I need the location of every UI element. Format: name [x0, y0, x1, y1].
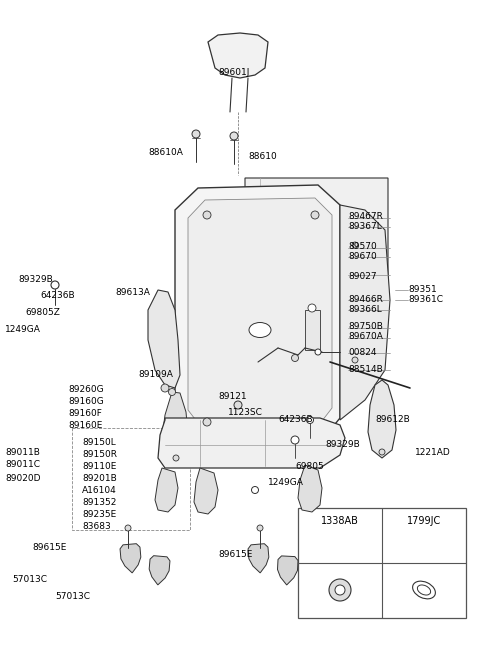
Text: 89011C: 89011C — [5, 460, 40, 469]
Text: 83683: 83683 — [82, 522, 111, 531]
Text: 1799JC: 1799JC — [407, 516, 441, 526]
Polygon shape — [158, 418, 345, 468]
Bar — [72, 428, 190, 530]
Circle shape — [329, 579, 351, 601]
Text: 57013C: 57013C — [12, 575, 47, 584]
Text: 89615E: 89615E — [218, 550, 252, 559]
Polygon shape — [277, 556, 298, 585]
Circle shape — [311, 211, 319, 219]
Polygon shape — [194, 468, 218, 514]
Polygon shape — [149, 556, 170, 585]
Circle shape — [308, 304, 316, 312]
Circle shape — [51, 281, 59, 289]
Text: 57013C: 57013C — [55, 592, 90, 601]
Circle shape — [192, 130, 200, 138]
Bar — [298, 508, 466, 618]
Text: 89361C: 89361C — [408, 295, 443, 304]
Circle shape — [230, 132, 238, 140]
Text: 89160E: 89160E — [68, 421, 102, 430]
Text: 1338AB: 1338AB — [321, 516, 359, 526]
Ellipse shape — [418, 585, 431, 595]
Polygon shape — [305, 310, 320, 350]
Text: 89615E: 89615E — [32, 543, 66, 552]
Circle shape — [234, 401, 242, 409]
Text: 89235E: 89235E — [82, 510, 116, 519]
Ellipse shape — [413, 581, 435, 599]
Circle shape — [257, 525, 263, 531]
Polygon shape — [340, 205, 390, 420]
Text: 64236B: 64236B — [278, 415, 312, 424]
Text: 89020D: 89020D — [5, 474, 40, 483]
Text: 89160G: 89160G — [68, 397, 104, 406]
Text: A16104: A16104 — [82, 486, 117, 495]
Polygon shape — [245, 178, 388, 320]
Text: 89329B: 89329B — [325, 440, 360, 449]
Text: 891352: 891352 — [82, 498, 116, 507]
Polygon shape — [120, 544, 141, 573]
Polygon shape — [162, 392, 188, 462]
Text: 88610: 88610 — [248, 152, 277, 161]
Circle shape — [307, 417, 313, 424]
Circle shape — [161, 384, 169, 392]
Polygon shape — [208, 33, 268, 78]
Circle shape — [173, 455, 179, 461]
Circle shape — [291, 436, 299, 444]
Text: 64236B: 64236B — [40, 291, 74, 300]
Text: 89150L: 89150L — [82, 438, 116, 447]
Text: 69805: 69805 — [295, 462, 324, 471]
Circle shape — [168, 388, 176, 396]
Text: 89121: 89121 — [218, 392, 247, 401]
Circle shape — [291, 354, 299, 361]
Text: 89601J: 89601J — [218, 68, 250, 77]
Text: 89670: 89670 — [348, 252, 377, 261]
Text: 89110E: 89110E — [82, 462, 116, 471]
Circle shape — [252, 487, 259, 493]
Text: 88610A: 88610A — [148, 148, 183, 157]
Text: 89366L: 89366L — [348, 305, 382, 314]
Ellipse shape — [249, 323, 271, 337]
Text: 89613A: 89613A — [115, 288, 150, 297]
Text: 89201B: 89201B — [82, 474, 117, 483]
Circle shape — [335, 585, 345, 595]
Circle shape — [203, 211, 211, 219]
Text: 89027: 89027 — [348, 272, 377, 281]
Circle shape — [203, 418, 211, 426]
Text: 00824: 00824 — [348, 348, 376, 357]
Polygon shape — [175, 185, 340, 448]
Circle shape — [125, 525, 131, 531]
Polygon shape — [248, 544, 269, 573]
Circle shape — [352, 242, 358, 248]
Text: 89329B: 89329B — [18, 275, 53, 284]
Text: 1249GA: 1249GA — [5, 325, 41, 334]
Polygon shape — [368, 380, 396, 458]
Text: 89367L: 89367L — [348, 222, 382, 231]
Text: 1221AD: 1221AD — [415, 448, 451, 457]
Text: 89109A: 89109A — [138, 370, 173, 379]
Text: 89467R: 89467R — [348, 212, 383, 221]
Text: 88514B: 88514B — [348, 365, 383, 374]
Text: 89351: 89351 — [408, 285, 437, 294]
Circle shape — [315, 349, 321, 355]
Polygon shape — [155, 468, 178, 512]
Text: 89260G: 89260G — [68, 385, 104, 394]
Polygon shape — [188, 198, 332, 432]
Text: 89150R: 89150R — [82, 450, 117, 459]
Text: 89570: 89570 — [348, 242, 377, 251]
Text: 89612B: 89612B — [375, 415, 410, 424]
Text: 1123SC: 1123SC — [228, 408, 263, 417]
Text: 89160F: 89160F — [68, 409, 102, 418]
Text: 89670A: 89670A — [348, 332, 383, 341]
Text: 1249GA: 1249GA — [268, 478, 304, 487]
Circle shape — [352, 357, 358, 363]
Text: 89466R: 89466R — [348, 295, 383, 304]
Polygon shape — [298, 465, 322, 512]
Text: 69805Z: 69805Z — [25, 308, 60, 317]
Polygon shape — [148, 290, 180, 388]
Circle shape — [379, 449, 385, 455]
Text: 89750B: 89750B — [348, 322, 383, 331]
Text: 89011B: 89011B — [5, 448, 40, 457]
